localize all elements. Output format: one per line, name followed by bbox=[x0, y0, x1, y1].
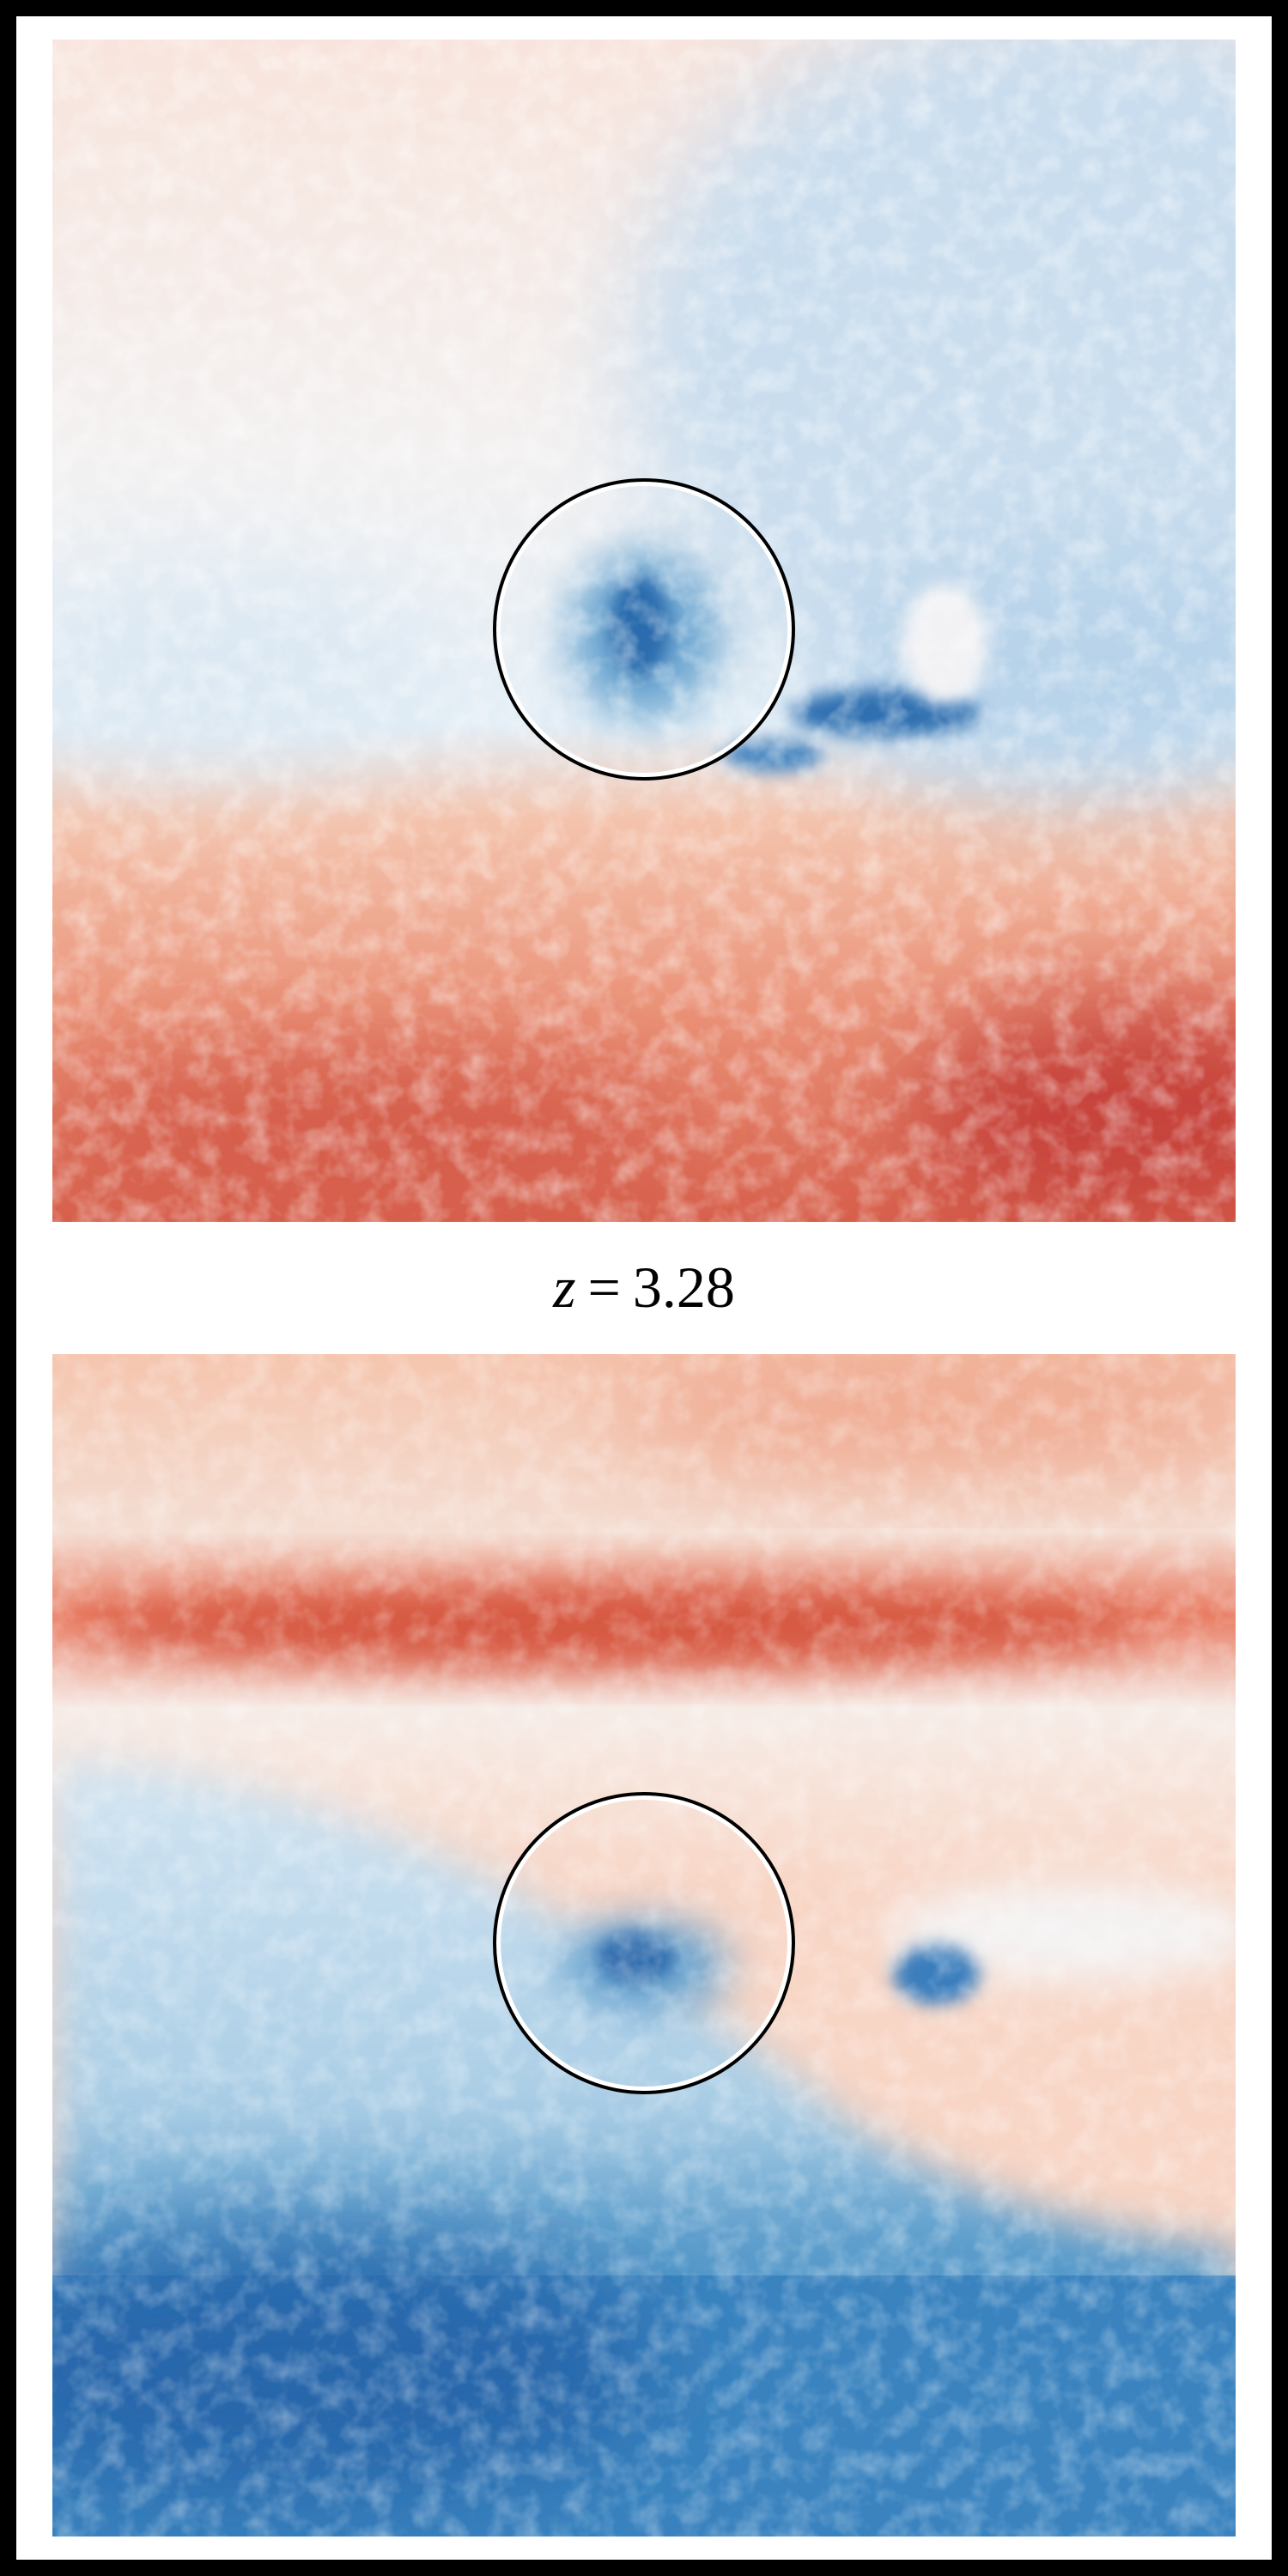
aperture-bottom bbox=[493, 1792, 795, 2094]
bottom-panel bbox=[52, 1354, 1236, 2537]
caption-value: 3.28 bbox=[633, 1255, 735, 1320]
top-panel bbox=[52, 39, 1236, 1222]
aperture-top bbox=[493, 478, 795, 781]
caption: z = 3.28 bbox=[552, 1255, 735, 1320]
caption-relation: = bbox=[588, 1255, 621, 1320]
caption-variable: z bbox=[552, 1255, 575, 1320]
